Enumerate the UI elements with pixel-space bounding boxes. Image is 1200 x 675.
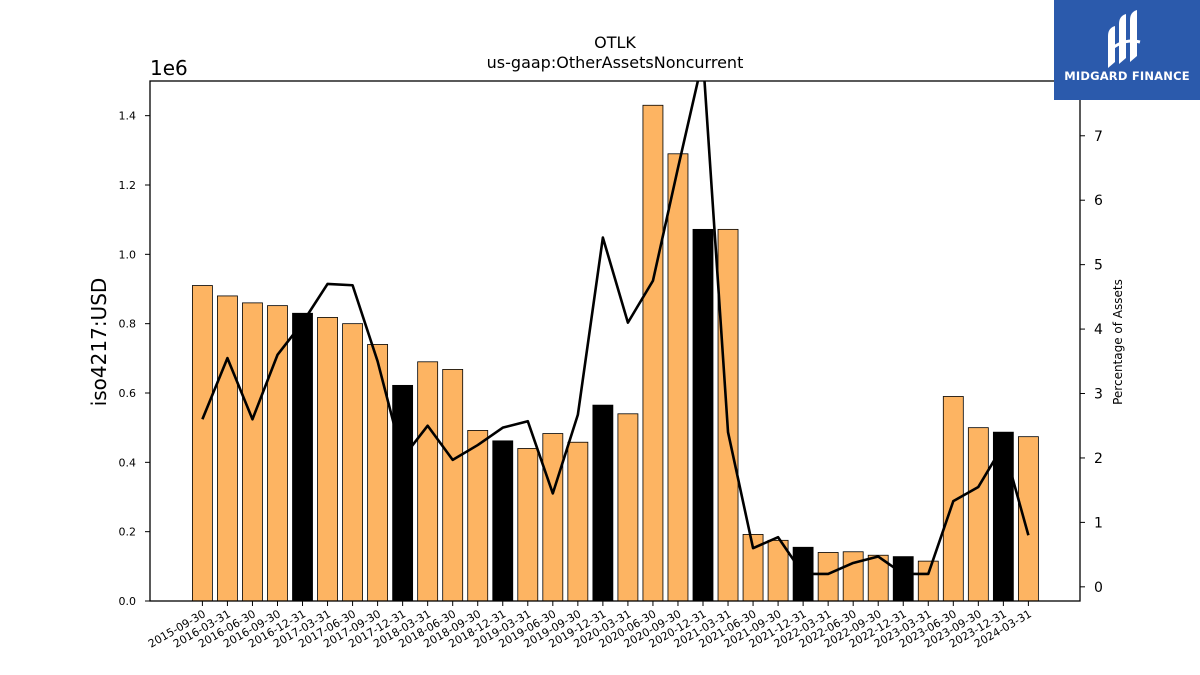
bar-2022-03-31	[817, 552, 839, 602]
bar-2018-09-30	[467, 430, 489, 602]
line-series	[201, 81, 1030, 576]
bar-2018-03-31	[417, 361, 439, 602]
midgard-logo-icon	[1108, 10, 1141, 68]
bar-2016-03-31	[217, 295, 238, 602]
bar-2019-12-31	[592, 404, 614, 602]
y-axis-label: iso4217:USD	[87, 278, 111, 407]
bar-2024-03-31	[1017, 436, 1039, 602]
bar-2023-03-31	[917, 560, 939, 602]
y-offset-text: 1e6	[150, 56, 188, 80]
y2-tick-label: 0	[1094, 580, 1103, 596]
y-tick-label: 0.2	[119, 526, 137, 539]
y-tick-label: 0.6	[119, 387, 137, 400]
bar-2020-09-30	[667, 153, 689, 602]
x-axis-ticks: 2015-09-302016-03-312016-06-302016-09-30…	[146, 601, 1034, 651]
chart-subtitle: us-gaap:OtherAssetsNoncurrent	[487, 53, 744, 72]
y-axis-ticks: 0.0 0.2 0.4 0.6 0.8 1.0 1.2 1.4	[119, 110, 150, 608]
y2-tick-label: 2	[1094, 451, 1103, 467]
bar-2023-09-30	[967, 427, 989, 602]
bar-2022-12-31	[892, 556, 914, 602]
bar-2019-03-31	[517, 448, 539, 602]
bar-2020-03-31	[617, 413, 639, 602]
y-tick-label: 0.0	[119, 595, 137, 608]
bar-2018-12-31	[492, 440, 514, 602]
y-tick-label: 0.4	[119, 456, 137, 469]
bar-2017-12-31	[392, 384, 414, 602]
y2-tick-label: 3	[1094, 387, 1103, 403]
bar-2018-06-30	[442, 369, 464, 602]
bar-2023-06-30	[942, 396, 964, 602]
brand-logo: MIDGARD FINANCE	[1054, 0, 1200, 100]
chart-title: OTLK	[594, 33, 636, 52]
y-tick-label: 1.0	[119, 248, 137, 261]
percentage-of-assets-line	[201, 81, 1030, 576]
bar-series	[191, 104, 1039, 602]
brand-name: MIDGARD FINANCE	[1064, 69, 1190, 83]
bar-2017-06-30	[342, 323, 363, 602]
bar-2017-03-31	[317, 317, 338, 602]
bar-2020-06-30	[642, 104, 664, 602]
bar-2016-09-30	[267, 305, 288, 602]
y-tick-label: 1.2	[119, 179, 137, 192]
y-tick-label: 0.8	[119, 318, 137, 331]
y2-axis-ticks: 0 1 2 3 4 5 6 7	[1080, 129, 1103, 596]
bar-2015-09-30	[191, 285, 213, 602]
bar-2020-12-31	[692, 228, 714, 602]
y2-tick-label: 5	[1094, 258, 1103, 274]
bar-2019-06-30	[542, 433, 564, 602]
bar-2019-09-30	[567, 441, 589, 602]
y-tick-label: 1.4	[119, 110, 137, 123]
bar-2017-09-30	[367, 344, 389, 602]
plot-frame	[149, 80, 1081, 602]
y2-tick-label: 7	[1094, 129, 1103, 145]
y2-tick-label: 4	[1094, 322, 1103, 338]
bar-2016-12-31	[292, 312, 313, 602]
y2-tick-label: 1	[1094, 515, 1103, 531]
y2-tick-label: 6	[1094, 193, 1103, 209]
bar-2022-06-30	[842, 551, 864, 602]
bar-2016-06-30	[242, 302, 263, 602]
y2-axis-label: Percentage of Assets	[1111, 279, 1125, 405]
